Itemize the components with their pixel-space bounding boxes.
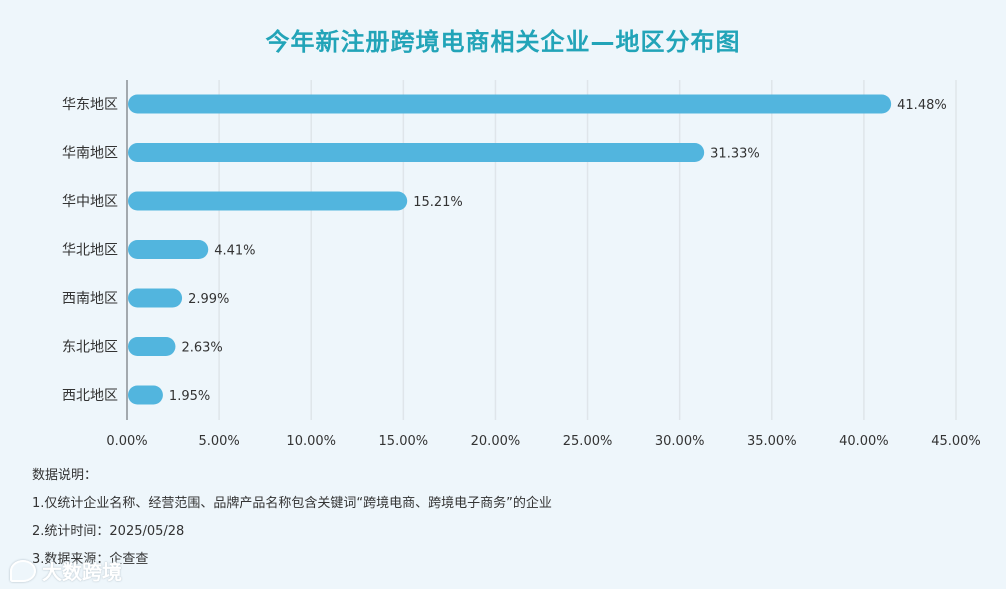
bar <box>128 143 705 162</box>
notes-line-3: 3.数据来源：企查查 <box>32 552 149 567</box>
grid-lines <box>126 80 957 420</box>
category-label: 华中地区 <box>62 194 118 210</box>
x-tick-label: 30.00% <box>655 434 705 449</box>
value-label: 2.63% <box>181 341 222 356</box>
x-tick-label: 10.00% <box>286 434 336 449</box>
data-notes: 数据说明： 1.仅统计企业名称、经营范围、品牌产品名称包含关键词“跨境电商、跨境… <box>32 462 552 574</box>
category-label: 华北地区 <box>62 243 118 259</box>
category-label: 华东地区 <box>62 97 118 113</box>
x-tick-label: 15.00% <box>379 434 429 449</box>
category-label: 华南地区 <box>62 146 118 162</box>
value-label: 2.99% <box>188 292 229 307</box>
category-label: 西北地区 <box>62 388 118 404</box>
logo-icon <box>10 559 36 582</box>
bar <box>128 240 209 259</box>
bar <box>128 191 408 211</box>
category-label: 东北地区 <box>62 340 118 356</box>
value-label: 1.95% <box>169 389 210 404</box>
x-tick-label: 0.00% <box>106 434 147 449</box>
bar-chart: 0.00% 5.00% 10.00% 15.00% 20.00% 25.00% 30.00%… <box>62 80 981 449</box>
x-tick-label: 35.00% <box>747 434 797 449</box>
x-tick-label: 20.00% <box>471 434 521 449</box>
notes-heading: 数据说明： <box>32 468 98 483</box>
x-tick-label: 40.00% <box>839 434 889 449</box>
labels: 0.00% 5.00% 10.00% 15.00% 20.00% 25.00% 30.00%… <box>62 97 981 449</box>
x-tick-label: 5.00% <box>198 434 239 449</box>
bars <box>128 94 892 405</box>
watermark: 大数跨境 <box>10 556 122 585</box>
watermark-text: 大数跨境 <box>42 560 122 584</box>
notes-line-2: 2.统计时间：2025/05/28 <box>32 524 185 539</box>
x-tick-label: 25.00% <box>563 434 613 449</box>
x-tick-label: 45.00% <box>931 434 981 449</box>
value-label: 15.21% <box>413 195 463 210</box>
bar <box>128 94 892 114</box>
notes-line-1: 1.仅统计企业名称、经营范围、品牌产品名称包含关键词“跨境电商、跨境电子商务”的… <box>32 496 552 511</box>
value-label: 4.41% <box>214 244 255 259</box>
chart-title: 今年新注册跨境电商相关企业—地区分布图 <box>265 28 741 56</box>
category-label: 西南地区 <box>62 291 118 307</box>
bar <box>128 337 176 356</box>
value-label: 31.33% <box>710 147 760 162</box>
bar <box>128 288 183 308</box>
value-label: 41.48% <box>897 98 947 113</box>
bar <box>128 385 163 405</box>
